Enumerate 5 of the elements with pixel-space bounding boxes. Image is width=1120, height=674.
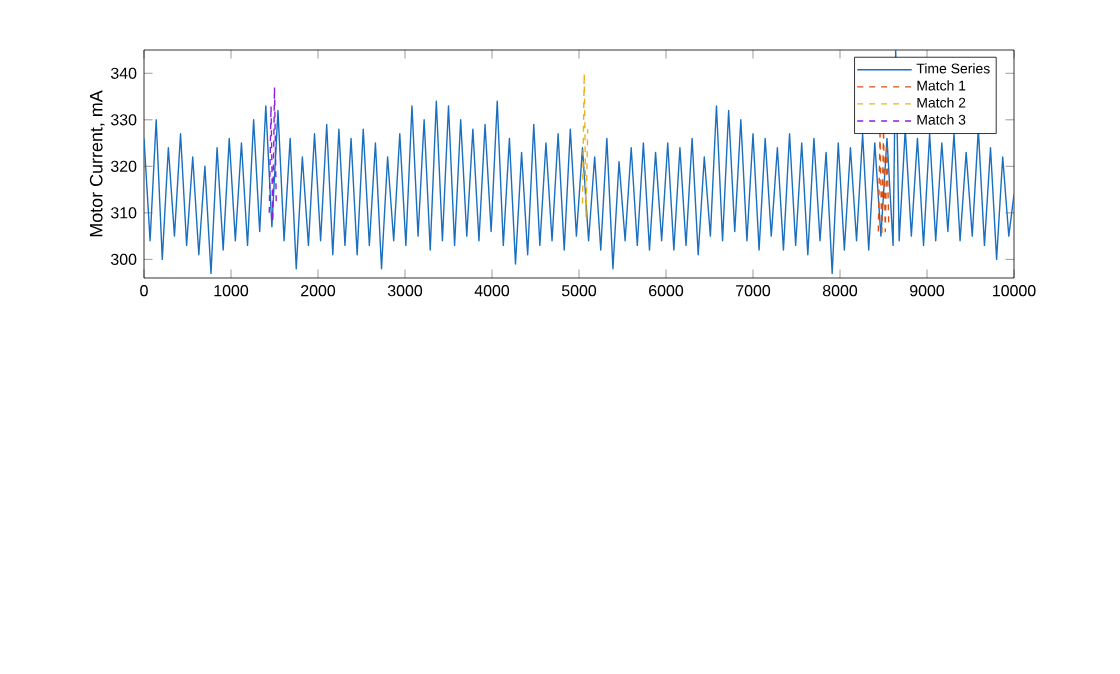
line-series	[268, 86, 277, 223]
y-axis-title: Motor Current, mA	[89, 90, 105, 237]
line-series	[144, 50, 1015, 275]
line-series	[877, 128, 890, 237]
line-series	[581, 72, 589, 219]
